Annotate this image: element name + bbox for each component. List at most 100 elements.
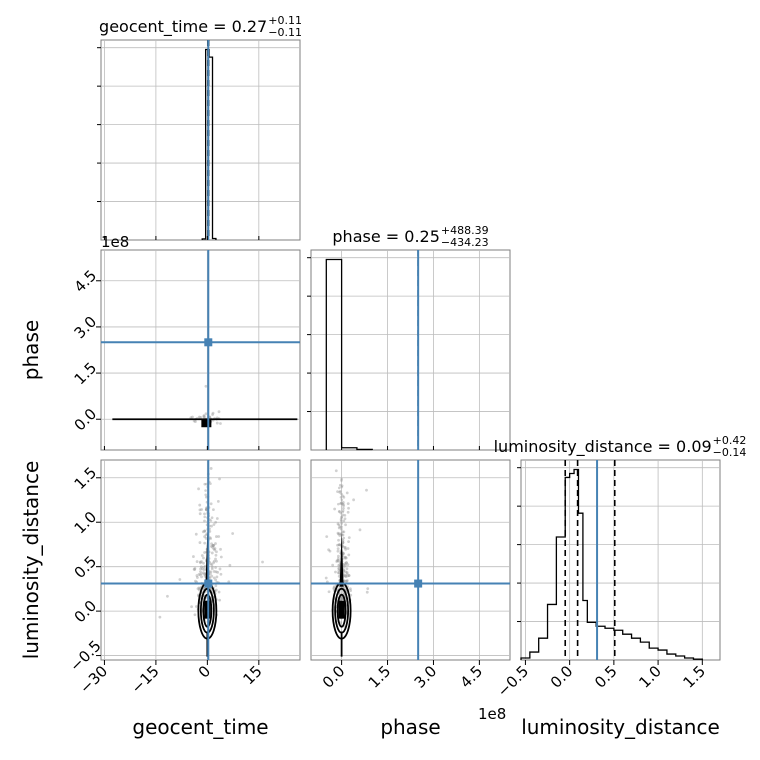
- xtick-label-phase-3: 4.5: [457, 662, 487, 692]
- 2d-phase-vs-luminosity_distance-pt-169: [340, 515, 344, 519]
- 2d-phase-vs-luminosity_distance-pt-34: [365, 488, 368, 492]
- 2d-phase-vs-luminosity_distance-streak-67: [339, 511, 343, 515]
- 2d-geocent_time-vs-luminosity_distance-pt-1: [178, 578, 182, 581]
- 2d-phase-vs-luminosity_distance-pt-229: [338, 490, 342, 494]
- 2d-geocent_time-vs-luminosity_distance-pt-15: [209, 562, 213, 566]
- xtick-label-luminosity_distance-3: 1.0: [635, 662, 665, 692]
- 2d-phase-vs-luminosity_distance-pt-111: [343, 565, 346, 568]
- xtick-label-luminosity_distance-1: 0.0: [547, 662, 577, 692]
- 2d-geocent_time-vs-luminosity_distance-pt-167: [203, 529, 207, 533]
- 2d-phase-vs-luminosity_distance-pt-23: [344, 579, 348, 583]
- 2d-geocent_time-vs-luminosity_distance-pt-119: [214, 520, 218, 524]
- 2d-geocent_time-vs-luminosity_distance-pt-222: [214, 578, 218, 582]
- title-sup-luminosity_distance: +0.42: [713, 434, 747, 447]
- xtick-label-luminosity_distance-0: −0.5: [494, 662, 532, 700]
- 2d-phase-vs-luminosity_distance-pt-207: [349, 589, 352, 593]
- 2d-phase-vs-luminosity_distance-pt-151: [336, 557, 340, 560]
- 2d-geocent_time-vs-luminosity_distance-pt-179: [203, 529, 207, 533]
- 2d-geocent_time-vs-luminosity_distance-pt-229: [198, 573, 202, 577]
- 2d-phase-vs-luminosity_distance-pt-152: [344, 575, 348, 579]
- hist-phase: [325, 258, 373, 451]
- 2d-phase-vs-luminosity_distance-pt-40: [324, 576, 328, 580]
- 2d-geocent_time-vs-luminosity_distance-pt-60: [211, 545, 214, 549]
- 2d-phase-vs-luminosity_distance-pt-157: [336, 543, 339, 547]
- 2d-phase-vs-luminosity_distance-pt-133: [365, 590, 369, 594]
- 2d-geocent_time-vs-luminosity_distance-pt-114: [192, 567, 196, 571]
- 2d-phase-vs-luminosity_distance-streak-41: [340, 516, 343, 519]
- 2d-geocent_time-vs-luminosity_distance-pt-55: [198, 503, 202, 507]
- 2d-geocent_time-vs-luminosity_distance-pt-84: [261, 560, 264, 564]
- 2d-geocent_time-vs-luminosity_distance-pt-138: [198, 512, 202, 516]
- 2d-phase-vs-luminosity_distance-pt-91: [337, 543, 341, 547]
- 2d-geocent_time-vs-phase-pt-34: [219, 422, 222, 425]
- xlabel-luminosity_distance: luminosity_distance: [521, 715, 720, 739]
- 2d-geocent_time-vs-luminosity_distance-pt-92: [200, 575, 203, 579]
- 2d-geocent_time-vs-luminosity_distance-streak-38: [204, 508, 208, 511]
- 2d-geocent_time-vs-luminosity_distance-pt-230: [215, 575, 219, 579]
- ytick-label-phase-3: 4.5: [71, 266, 101, 296]
- 2d-phase-vs-luminosity_distance-pt-119: [337, 574, 341, 578]
- 2d-geocent_time-vs-luminosity_distance-pt-57: [214, 588, 218, 592]
- 2d-phase-vs-luminosity_distance-pt-67: [347, 574, 351, 577]
- 2d-geocent_time-vs-luminosity_distance-pt-126: [203, 512, 206, 516]
- 2d-geocent_time-vs-luminosity_distance-streak-26: [204, 489, 207, 492]
- 2d-geocent_time-vs-phase-pt-9: [204, 384, 208, 388]
- hist-panel-geocent_time-frame: [100, 39, 301, 241]
- 2d-phase-vs-luminosity_distance-pt-173: [344, 555, 347, 559]
- 2d-geocent_time-vs-phase-pt-17: [191, 415, 194, 419]
- 2d-phase-vs-luminosity_distance-pt-161: [337, 538, 340, 542]
- 2d-phase-vs-luminosity_distance-streak-66: [338, 510, 341, 513]
- 2d-geocent_time-vs-phase-pt-11: [215, 421, 219, 425]
- 2d-geocent_time-vs-luminosity_distance-pt-183: [196, 576, 199, 579]
- 2d-geocent_time-vs-phase-pt-19: [192, 419, 196, 423]
- 2d-phase-vs-luminosity_distance-pt-187: [346, 510, 350, 514]
- ytick-label-phase-1: 1.5: [71, 359, 101, 389]
- 2d-phase-vs-luminosity_distance-streak-52: [337, 510, 341, 513]
- 2d-phase-vs-luminosity_distance-pt-227: [338, 543, 342, 547]
- 2d-geocent_time-vs-luminosity_distance-pt-88: [200, 567, 204, 571]
- 2d-geocent_time-vs-phase-pt-12: [197, 415, 201, 419]
- 2d-geocent_time-vs-luminosity_distance-pt-73: [219, 572, 223, 576]
- 2d-phase-vs-luminosity_distance-pt-179: [340, 597, 344, 601]
- 2d-geocent_time-vs-luminosity_distance-pt-46: [166, 594, 169, 598]
- 2d-phase-vs-luminosity_distance-pt-94: [346, 574, 350, 578]
- 2d-phase-vs-luminosity_distance-streak-65: [338, 490, 342, 493]
- 2d-phase-vs-luminosity_distance-streak-0: [340, 498, 344, 502]
- 2d-geocent_time-vs-luminosity_distance-pt-190: [214, 566, 217, 569]
- 2d-geocent_time-vs-luminosity_distance-pt-27: [202, 561, 205, 565]
- 2d-phase-vs-luminosity_distance-pt-92: [337, 571, 341, 575]
- 2d-geocent_time-vs-luminosity_distance-pt-93: [212, 559, 216, 563]
- 2d-geocent_time-vs-phase-pt-39: [202, 415, 206, 419]
- 2d-phase-vs-luminosity_distance-pt-0: [344, 546, 347, 549]
- 2d-geocent_time-vs-luminosity_distance-pt-35: [197, 572, 201, 576]
- 2d-phase-vs-luminosity_distance-pt-214: [341, 552, 345, 556]
- 2d-phase-vs-luminosity_distance-pt-143: [337, 558, 340, 562]
- 2d-phase-vs-luminosity_distance-streak-3: [337, 502, 340, 506]
- 2d-geocent_time-vs-luminosity_distance-pt-71: [194, 579, 197, 583]
- title-sup-geocent_time: +0.11: [268, 14, 302, 27]
- 2d-phase-vs-luminosity_distance-pt-181: [341, 552, 345, 555]
- title-main-geocent_time: geocent_time = 0.27: [99, 17, 267, 37]
- 2d-geocent_time-vs-luminosity_distance-streak-28: [203, 575, 207, 578]
- 2d-geocent_time-vs-luminosity_distance-pt-237: [212, 570, 216, 573]
- hist-panel-luminosity_distance-frame: [520, 459, 721, 661]
- 2d-phase-vs-luminosity_distance-streak-16: [341, 513, 345, 517]
- 2d-phase-vs-luminosity_distance-pt-30: [337, 567, 341, 570]
- 2d-geocent_time-vs-luminosity_distance-pt-227: [203, 535, 206, 539]
- 2d-geocent_time-vs-luminosity_distance-pt-130: [198, 541, 202, 544]
- ytick-label-phase-2: 3.0: [71, 313, 101, 343]
- 2d-phase-vs-luminosity_distance-pt-55: [337, 571, 340, 575]
- 2d-geocent_time-vs-luminosity_distance-pt-91: [218, 598, 222, 602]
- 2d-geocent_time-vs-luminosity_distance-pt-58: [202, 556, 205, 560]
- xtick-label-geocent_time-2: 0: [195, 662, 214, 681]
- 2d-phase-vs-luminosity_distance-pt-93: [340, 597, 343, 601]
- 2d-geocent_time-vs-luminosity_distance-pt-30: [217, 535, 221, 538]
- title-sub-geocent_time: −0.11: [268, 26, 302, 39]
- title-main-luminosity_distance: luminosity_distance = 0.09: [494, 437, 712, 457]
- 2d-phase-vs-luminosity_distance-pt-203: [327, 590, 331, 594]
- 2d-geocent_time-vs-luminosity_distance-pt-94: [227, 580, 231, 584]
- 2d-phase-vs-luminosity_distance-pt-204: [339, 527, 343, 531]
- 2d-phase-vs-luminosity_distance-pt-58: [341, 540, 345, 544]
- 2d-geocent_time-vs-luminosity_distance-streak-41: [209, 482, 212, 485]
- 2d-geocent_time-vs-luminosity_distance-pt-214: [214, 553, 218, 557]
